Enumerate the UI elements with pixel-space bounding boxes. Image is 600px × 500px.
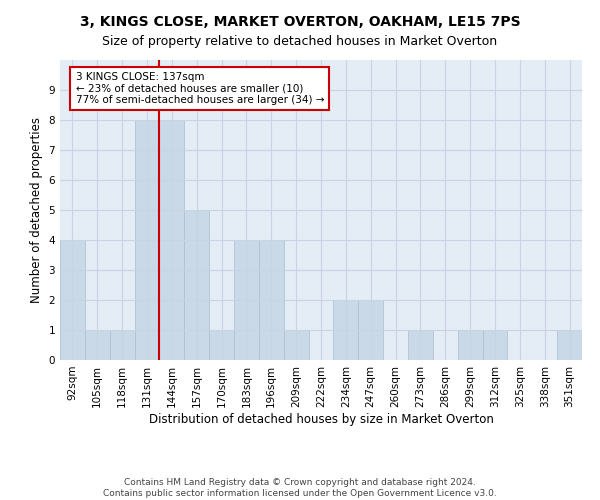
Text: Contains HM Land Registry data © Crown copyright and database right 2024.
Contai: Contains HM Land Registry data © Crown c… <box>103 478 497 498</box>
Text: 3 KINGS CLOSE: 137sqm
← 23% of detached houses are smaller (10)
77% of semi-deta: 3 KINGS CLOSE: 137sqm ← 23% of detached … <box>76 72 324 105</box>
Bar <box>134 120 160 360</box>
Bar <box>110 330 134 360</box>
Bar <box>209 330 234 360</box>
Bar <box>184 210 209 360</box>
Bar <box>482 330 508 360</box>
Bar <box>358 300 383 360</box>
Bar <box>334 300 358 360</box>
Y-axis label: Number of detached properties: Number of detached properties <box>30 117 43 303</box>
Text: 3, KINGS CLOSE, MARKET OVERTON, OAKHAM, LE15 7PS: 3, KINGS CLOSE, MARKET OVERTON, OAKHAM, … <box>80 15 520 29</box>
Bar <box>259 240 284 360</box>
Text: Size of property relative to detached houses in Market Overton: Size of property relative to detached ho… <box>103 35 497 48</box>
X-axis label: Distribution of detached houses by size in Market Overton: Distribution of detached houses by size … <box>149 412 493 426</box>
Bar <box>60 240 85 360</box>
Bar <box>234 240 259 360</box>
Bar <box>458 330 482 360</box>
Bar <box>85 330 110 360</box>
Bar <box>557 330 582 360</box>
Bar <box>284 330 308 360</box>
Bar <box>160 120 184 360</box>
Bar <box>408 330 433 360</box>
